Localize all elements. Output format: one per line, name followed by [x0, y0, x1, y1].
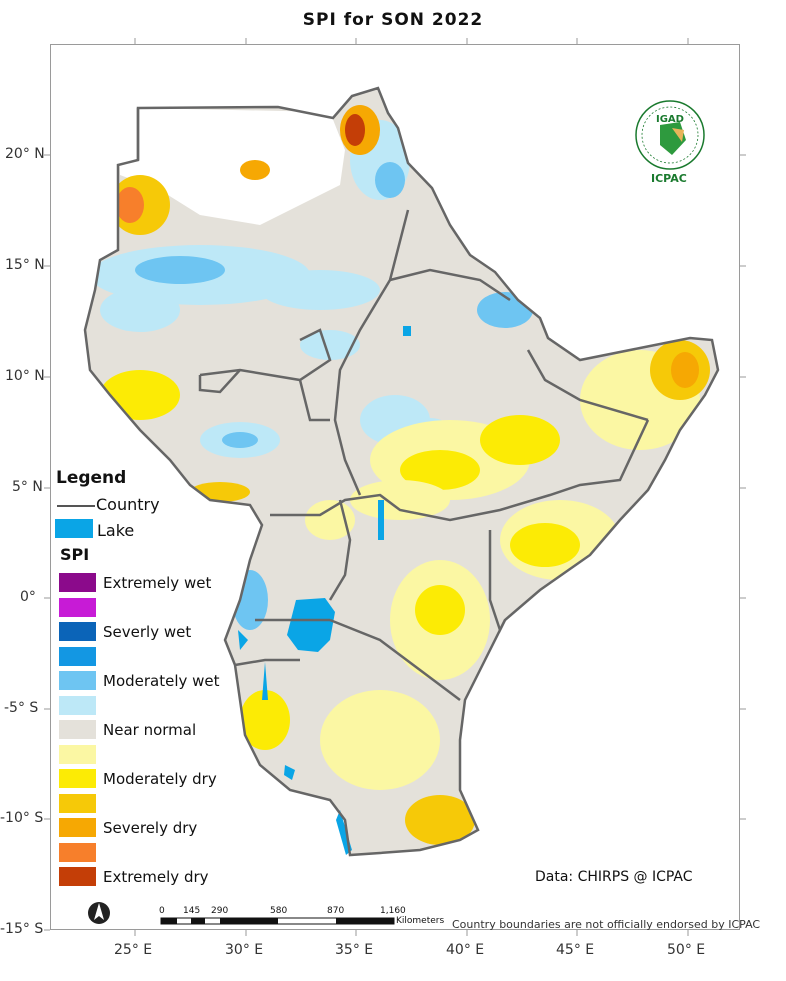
lon-label: 40° E — [446, 942, 485, 958]
legend-country-label: Country — [96, 495, 160, 514]
spi-raster — [85, 88, 718, 855]
scale-tick: 290 — [211, 906, 229, 916]
map-title: SPI for SON 2022 — [302, 10, 484, 30]
scale-tick: 580 — [270, 906, 288, 916]
spi-class-swatch — [59, 793, 96, 813]
spi-class-label: Severely dry — [103, 819, 198, 837]
country-boundaries — [83, 86, 720, 857]
lat-label: -15° S — [0, 921, 44, 937]
logo-bottom-text: ICPAC — [651, 172, 687, 185]
spi-class-swatch — [59, 671, 96, 690]
scale-tick: 870 — [327, 906, 345, 916]
spi-class-swatch — [59, 842, 96, 862]
lon-label: 50° E — [667, 942, 706, 958]
north-arrow-icon — [88, 902, 110, 924]
lon-label: 45° E — [556, 942, 595, 958]
legend-lake-swatch — [55, 519, 93, 538]
lat-label: 15° N — [5, 257, 45, 273]
spi-class-label: Moderately dry — [103, 770, 217, 788]
data-source: Data: CHIRPS @ ICPAC — [535, 869, 693, 885]
spi-class-label: Near normal — [103, 721, 197, 739]
scale-tick: 0 — [159, 906, 165, 916]
lon-label: 25° E — [114, 942, 153, 958]
lon-label: 35° E — [335, 942, 374, 958]
spi-legend-title: SPI — [60, 545, 90, 564]
spi-class-swatch — [59, 769, 96, 788]
spi-class-swatch — [59, 818, 96, 837]
spi-class-label: Extremely dry — [103, 868, 209, 886]
legend-title: Legend — [56, 468, 127, 488]
lat-label: 0° — [20, 589, 36, 605]
scale-bar — [160, 917, 395, 925]
disclaimer: Country boundaries are not officially en… — [452, 918, 761, 931]
scale-tick: 145 — [183, 906, 201, 916]
spi-class-label: Moderately wet — [103, 672, 220, 690]
lat-label: -5° S — [4, 700, 39, 716]
lat-label: -10° S — [0, 810, 44, 826]
lat-label: 10° N — [5, 368, 45, 384]
icpac-logo — [635, 100, 705, 170]
spi-class-swatch — [59, 720, 96, 739]
scale-unit: Kilometers — [396, 916, 445, 926]
spi-class-label: Severly wet — [103, 623, 192, 641]
logo-top-text: IGAD — [656, 114, 684, 125]
spi-class-swatch — [59, 867, 96, 886]
lakes — [238, 326, 411, 855]
graticule-ticks — [44, 38, 746, 936]
spi-class-label: Extremely wet — [103, 574, 212, 592]
spi-class-swatch — [59, 622, 96, 641]
legend-lake-label: Lake — [97, 521, 135, 540]
spi-class-swatch — [59, 695, 96, 715]
spi-class-swatch — [59, 646, 96, 666]
spi-class-swatch — [59, 597, 96, 617]
spi-class-swatch — [59, 573, 96, 592]
scale-tick: 1,160 — [380, 906, 406, 916]
lon-label: 30° E — [225, 942, 264, 958]
lat-label: 5° N — [12, 479, 43, 495]
spi-class-swatch — [59, 744, 96, 764]
lat-label: 20° N — [5, 146, 45, 162]
